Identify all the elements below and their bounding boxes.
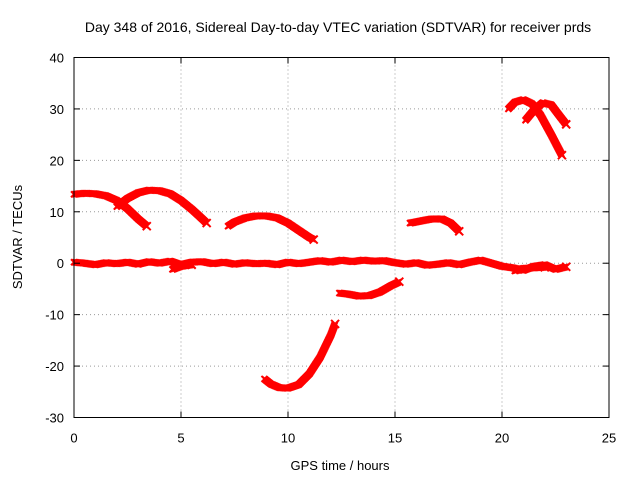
data-point-marker bbox=[394, 277, 404, 287]
y-tick-labels: -30 -20 -10 0 10 20 30 40 bbox=[45, 51, 64, 426]
y-tick-label: 0 bbox=[57, 256, 64, 271]
x-tick-label: 0 bbox=[70, 431, 77, 446]
x-tick-label: 25 bbox=[602, 431, 616, 446]
data-point-marker bbox=[330, 319, 340, 329]
data-series bbox=[70, 95, 571, 392]
y-axis-label: SDTVAR / TECUs bbox=[10, 184, 25, 289]
chart-title: Day 348 of 2016, Sidereal Day-to-day VTE… bbox=[85, 19, 591, 35]
x-tick-label: 15 bbox=[388, 431, 402, 446]
y-tick-label: -10 bbox=[45, 308, 64, 323]
y-tick-label: 20 bbox=[50, 153, 64, 168]
series-segment bbox=[406, 215, 464, 237]
y-tick-label: 30 bbox=[50, 102, 64, 117]
grid bbox=[74, 57, 609, 418]
data-point-marker bbox=[561, 119, 571, 130]
series-segment bbox=[70, 189, 152, 231]
x-tick-label: 20 bbox=[495, 431, 509, 446]
x-tick-label: 10 bbox=[281, 431, 295, 446]
series-segment bbox=[511, 262, 550, 275]
series-sdtvar bbox=[70, 95, 571, 392]
x-axis-label: GPS time / hours bbox=[291, 458, 390, 473]
y-tick-label: -20 bbox=[45, 359, 64, 374]
series-segment bbox=[168, 260, 197, 274]
data-point-marker bbox=[201, 218, 212, 228]
x-tick-label: 5 bbox=[177, 431, 184, 446]
axis-ticks bbox=[73, 57, 610, 418]
series-segment bbox=[521, 99, 571, 130]
series-segment bbox=[113, 186, 212, 228]
series-segment bbox=[70, 256, 571, 275]
y-tick-label: -30 bbox=[45, 411, 64, 426]
series-segment bbox=[260, 319, 340, 392]
series-segment bbox=[335, 277, 404, 300]
data-point-marker bbox=[142, 221, 152, 231]
data-point-marker bbox=[186, 260, 197, 270]
x-tick-labels: 0 5 10 15 20 25 bbox=[70, 431, 616, 446]
y-tick-label: 10 bbox=[50, 205, 64, 220]
data-point-marker bbox=[557, 150, 567, 160]
plot-frame bbox=[73, 57, 610, 418]
data-point-marker bbox=[561, 262, 571, 272]
data-point-marker bbox=[540, 262, 550, 273]
series-segment bbox=[224, 212, 319, 245]
y-tick-label: 40 bbox=[50, 51, 64, 66]
data-point-marker bbox=[308, 234, 319, 245]
data-point-marker bbox=[454, 226, 464, 237]
